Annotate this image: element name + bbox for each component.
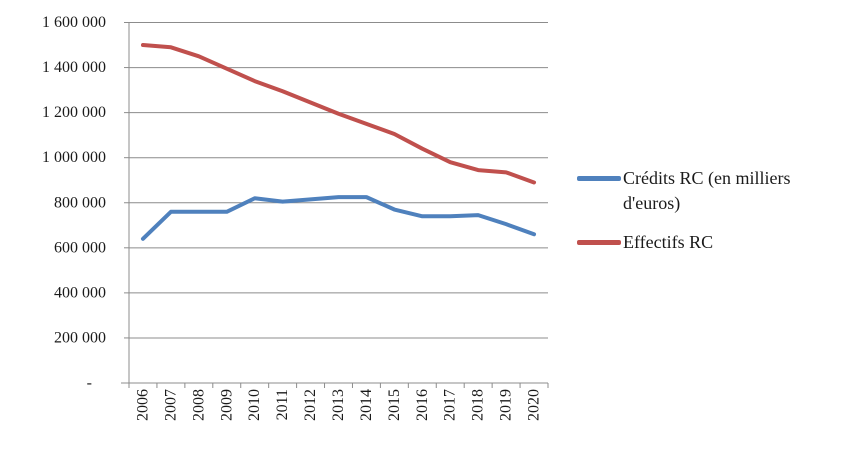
y-axis-label: 200 000 xyxy=(54,329,106,346)
x-axis-label: 2008 xyxy=(190,389,207,421)
x-axis-label: 2014 xyxy=(358,389,375,421)
y-axis-label: 1 600 000 xyxy=(42,14,106,31)
x-axis-label: 2013 xyxy=(330,389,347,421)
credits-rc-line xyxy=(140,195,537,241)
x-axis-label: 2007 xyxy=(162,389,179,421)
x-axis-label: 2019 xyxy=(498,389,515,421)
x-axis-label: 2009 xyxy=(218,389,235,421)
x-axis-label: 2017 xyxy=(442,389,459,421)
y-axis-label: 1 400 000 xyxy=(42,59,106,76)
x-axis-label: 2016 xyxy=(414,389,431,421)
legend-label-credits-rc: Crédits RC (en milliers d'euros) xyxy=(623,168,791,213)
y-axis-label: 1 200 000 xyxy=(42,104,106,121)
x-axis-label: 2011 xyxy=(274,389,291,420)
legend-item-effectifs-rc: Effectifs RC xyxy=(577,230,849,255)
x-axis-label: 2015 xyxy=(386,389,403,421)
legend: Crédits RC (en milliers d'euros) Effecti… xyxy=(577,166,849,255)
effectifs-rc-line xyxy=(140,43,537,185)
legend-label-effectifs-rc: Effectifs RC xyxy=(623,232,714,252)
x-axis-label: 2018 xyxy=(470,389,487,421)
x-axis-label: 2012 xyxy=(302,389,319,421)
credits-rc-line-swatch xyxy=(577,176,621,181)
legend-item-credits-rc: Crédits RC (en milliers d'euros) xyxy=(577,166,849,216)
y-axis-label: 800 000 xyxy=(54,194,106,211)
x-axis-label: 2020 xyxy=(526,389,543,421)
x-axis-label: 2010 xyxy=(246,389,263,421)
effectifs-rc-line-swatch xyxy=(577,240,621,245)
y-axis-label: - xyxy=(87,375,92,392)
y-axis-label: 400 000 xyxy=(54,284,106,301)
y-axis-label: 1 000 000 xyxy=(42,149,106,166)
y-axis-label: 600 000 xyxy=(54,239,106,256)
x-axis-label: 2006 xyxy=(134,389,151,421)
